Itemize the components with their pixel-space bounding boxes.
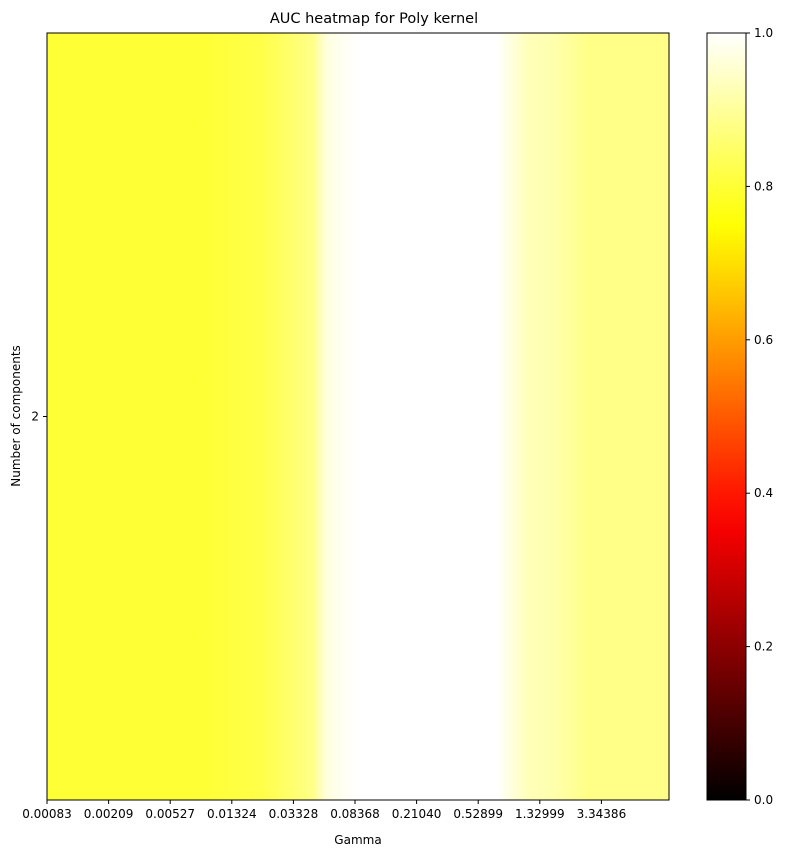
x-axis-label: Gamma [334,833,381,847]
colorbar-tick-label: 0.0 [754,793,773,807]
x-tick-label: 1.32999 [515,807,565,821]
colorbar-tick-label: 1.0 [754,26,773,40]
y-axis-ticks: 2 [31,410,47,424]
x-tick-label: 0.00209 [84,807,134,821]
x-tick-label: 0.52899 [453,807,503,821]
y-axis-label: Number of components [9,345,23,487]
x-tick-label: 0.01324 [207,807,257,821]
x-tick-label: 0.00527 [145,807,195,821]
colorbar-tick-label: 0.4 [754,486,773,500]
colorbar-tick-label: 0.2 [754,640,773,654]
colorbar-ticks: 0.0 0.2 0.4 0.6 0.8 1.0 [746,26,773,807]
colorbar [707,33,746,800]
x-tick-label: 0.03328 [269,807,319,821]
x-axis-ticks: 0.00083 0.00209 0.00527 0.01324 0.03328 0.083… [22,800,626,821]
y-tick-label: 2 [31,410,39,424]
heatmap-cells [47,33,669,800]
x-tick-label: 3.34386 [577,807,627,821]
chart-title: AUC heatmap for Poly kernel [270,11,478,27]
x-tick-label: 0.08368 [330,807,380,821]
colorbar-tick-label: 0.8 [754,179,773,193]
x-tick-label: 0.00083 [22,807,72,821]
colorbar-frame [706,32,747,801]
colorbar-tick-label: 0.6 [754,333,773,347]
x-tick-label: 0.21040 [392,807,442,821]
